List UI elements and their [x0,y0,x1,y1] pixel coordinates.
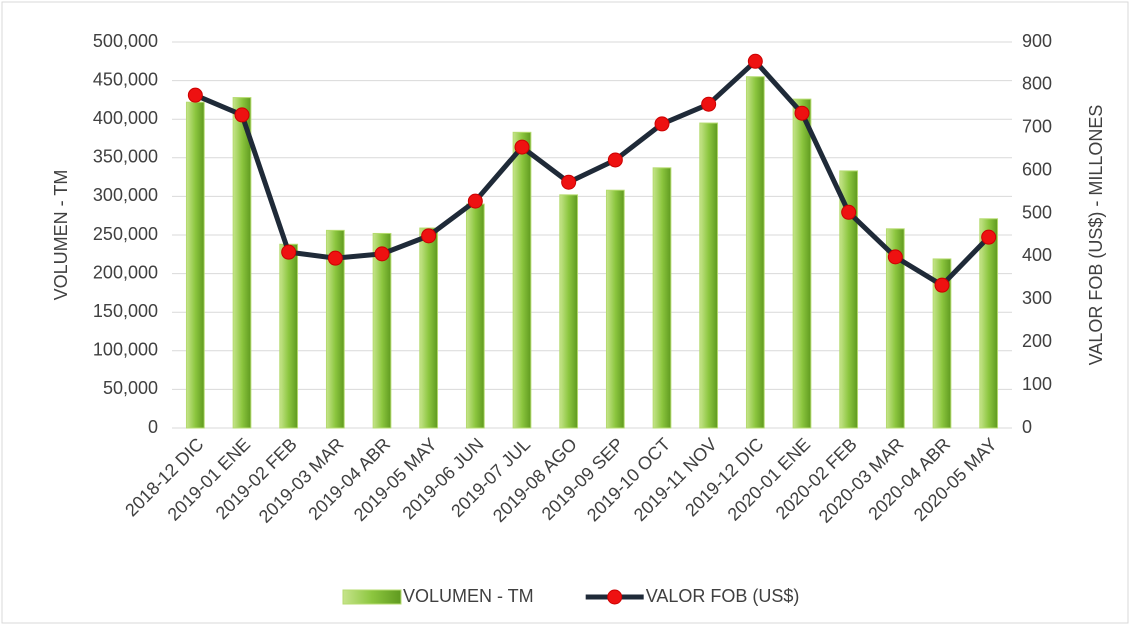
y-tick-label: 50,000 [103,378,158,398]
y-tick-label: 100,000 [93,340,158,360]
y2-tick-label: 400 [1022,245,1052,265]
line [194,58,991,288]
point [794,105,810,121]
y2-tick-label: 900 [1022,31,1052,51]
y-axis-label: VOLUMEN - TM [51,170,71,301]
point [981,229,997,245]
y-tick-label: 300,000 [93,185,158,205]
y2-tick-label: 300 [1022,288,1052,308]
x-tick-label: 2020-05 MAY [910,434,1001,525]
point [887,249,903,265]
bar [512,131,532,429]
legend-marker [607,589,623,605]
y-tick-label: 250,000 [93,224,158,244]
point [701,96,717,112]
bar [792,98,812,429]
y2-tick-label: 700 [1022,117,1052,137]
y-tick-label: 150,000 [93,301,158,321]
y-tick-label: 0 [148,417,158,437]
bar [885,228,905,429]
legend-label: VALOR FOB (US$) [646,586,800,606]
y2-tick-label: 800 [1022,74,1052,94]
bar [979,218,999,429]
point [561,174,577,190]
bar [839,170,859,429]
y2-tick-label: 500 [1022,202,1052,222]
bar [699,122,719,429]
bar [372,232,392,429]
legend-swatch [342,589,402,605]
point [327,250,343,266]
y2-axis-label: VALOR FOB (US$) - MILLONES [1086,105,1106,366]
legend-label: VOLUMEN - TM [403,586,534,606]
point [281,244,297,260]
bar [652,167,672,429]
bar [419,227,439,429]
point [374,246,390,262]
y2-tick-label: 600 [1022,159,1052,179]
bar [185,101,205,429]
point [607,152,623,168]
point [421,228,437,244]
bar [745,76,765,429]
point [234,107,250,123]
y2-tick-label: 200 [1022,331,1052,351]
y-tick-label: 200,000 [93,262,158,282]
y2-tick-label: 100 [1022,374,1052,394]
y-tick-label: 400,000 [93,108,158,128]
point [841,204,857,220]
point [747,53,763,69]
bar [325,229,345,429]
bar [465,203,485,429]
y-tick-label: 450,000 [93,69,158,89]
point [514,139,530,155]
y-tick-label: 350,000 [93,147,158,167]
point [467,193,483,209]
point [934,277,950,293]
y-tick-label: 500,000 [93,31,158,51]
point [187,87,203,103]
bar [605,189,625,429]
y2-tick-label: 0 [1022,417,1032,437]
bar [932,258,952,429]
bar [279,243,299,429]
bar [232,97,252,429]
bar [559,194,579,429]
point [654,116,670,132]
